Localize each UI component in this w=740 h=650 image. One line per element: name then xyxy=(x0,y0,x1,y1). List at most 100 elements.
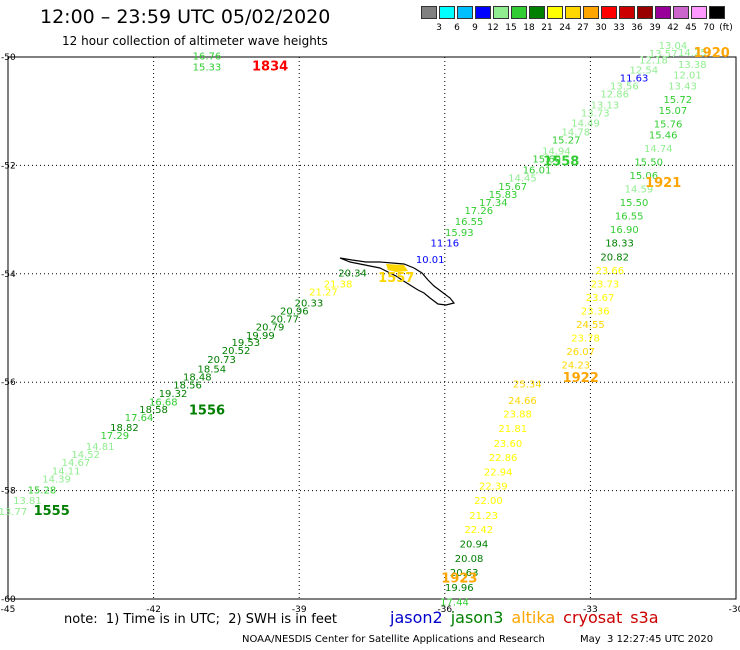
wave-height-label: 16.76 xyxy=(193,52,222,63)
scale-swatch xyxy=(601,6,617,19)
wave-height-label: 13.43 xyxy=(668,82,697,93)
satellite-altika: altika xyxy=(511,608,556,627)
wave-height-label: 22.86 xyxy=(489,453,518,464)
wave-height-label: 14.74 xyxy=(644,144,673,155)
wave-height-label: 22.94 xyxy=(484,467,513,478)
longitude-tick-label: -39 xyxy=(292,605,307,615)
latitude-tick-label: -58 xyxy=(1,487,16,497)
wave-height-label: 14.81 xyxy=(86,442,115,453)
wave-height-label: 16.68 xyxy=(149,398,178,409)
wave-height-label: 16.90 xyxy=(610,225,639,236)
scale-label: 3 xyxy=(436,23,442,33)
wave-height-label: 16.55 xyxy=(455,217,484,228)
latitude-tick-label: -50 xyxy=(1,53,16,63)
wave-height-label: 15.07 xyxy=(659,106,688,117)
wave-height-label: 15.72 xyxy=(663,95,692,106)
wave-height-label: 19.96 xyxy=(445,583,474,594)
wave-height-label: 15.28 xyxy=(28,485,57,496)
wave-height-label: 15.67 xyxy=(498,182,527,193)
wave-height-label: 22.39 xyxy=(479,482,508,493)
wave-height-label: 14.52 xyxy=(71,450,100,461)
wave-height-label: 23.88 xyxy=(503,409,532,420)
wave-height-label: 12.01 xyxy=(673,71,702,82)
footer-note: note: 1) Time is in UTC; 2) SWH is in fe… xyxy=(64,612,337,627)
track-1556: 18.5816.6819.3218.5618.4818.5420.7320.52… xyxy=(139,298,323,418)
scale-swatch xyxy=(709,6,725,19)
wave-height-label: 21.81 xyxy=(498,424,527,435)
scale-swatch xyxy=(691,6,707,19)
track-1921: 15.50 15.06 14.59 15.50 16.55 16.90 18.33 20.82… xyxy=(600,157,681,263)
pass-time-label: 1922 xyxy=(563,371,599,386)
scale-label: 18 xyxy=(523,23,535,33)
wave-height-label: 13.57 xyxy=(649,49,678,60)
wave-height-label: 24.55 xyxy=(576,320,605,331)
wave-height-label: 23.78 xyxy=(571,334,600,345)
scale-swatch xyxy=(619,6,635,19)
scale-swatch xyxy=(565,6,581,19)
wave-height-label: 14.45 xyxy=(508,174,537,185)
scale-label: 27 xyxy=(577,23,589,33)
wave-height-label: 23.36 xyxy=(581,306,610,317)
pass-time-label: 1555 xyxy=(34,504,70,519)
wave-height-label: 10.01 xyxy=(416,255,445,266)
wave-height-label: 19.99 xyxy=(246,331,275,342)
pass-time-label: 1556 xyxy=(189,404,225,419)
scale-label: 33 xyxy=(613,23,625,33)
footer-credit: NOAA/NESDIS Center for Satellite Applica… xyxy=(242,634,545,645)
wave-height-label: 14.78 xyxy=(562,128,591,139)
wave-height-label: 11.63 xyxy=(620,73,649,84)
wave-height-label: 17.34 xyxy=(479,198,508,209)
wave-height-label: 14.25 xyxy=(678,48,707,59)
wave-height-label: 23.73 xyxy=(591,279,620,290)
wave-height-label: 24.23 xyxy=(562,361,591,372)
scale-swatch xyxy=(655,6,671,19)
wave-height-label: 13.56 xyxy=(610,82,639,93)
page-title: 12:00 – 23:59 UTC 05/02/2020 xyxy=(40,6,331,28)
scale-label: 30 xyxy=(595,23,607,33)
scale-swatch xyxy=(457,6,473,19)
wave-height-label: 23.67 xyxy=(586,293,615,304)
wave-height-label: 20.77 xyxy=(270,315,299,326)
pass-time-label: 1921 xyxy=(645,176,681,191)
wave-height-label: 20.94 xyxy=(460,540,489,551)
footer-timestamp: May 3 12:27:45 UTC 2020 xyxy=(580,634,714,645)
scale-label: 45 xyxy=(685,23,697,33)
longitude-tick-label: -45 xyxy=(1,605,16,615)
wave-height-label: 16.01 xyxy=(523,166,552,177)
wave-height-label: 26.07 xyxy=(566,347,595,358)
longitude-tick-label: -36 xyxy=(437,605,452,615)
scale-swatch xyxy=(439,6,455,19)
latitude-tick-label: -54 xyxy=(1,270,16,280)
wave-height-label: 21.23 xyxy=(469,511,498,522)
wave-height-label: 15.50 xyxy=(620,198,649,209)
wave-height-label: 13.38 xyxy=(678,60,707,71)
wave-height-label: 20.82 xyxy=(600,252,629,263)
scale-swatch xyxy=(583,6,599,19)
scale-label: 24 xyxy=(559,23,571,33)
wave-height-label: 24.66 xyxy=(508,396,537,407)
scale-label: 9 xyxy=(472,23,478,33)
scale-unit: (ft) xyxy=(719,23,733,33)
scale-swatch xyxy=(511,6,527,19)
wave-height-label: 14.59 xyxy=(625,185,654,196)
wave-height-label: 21.27 xyxy=(309,287,338,298)
island-fill-yellow xyxy=(386,264,408,272)
satellite-cryosat: cryosat xyxy=(563,608,623,627)
scale-swatch xyxy=(673,6,689,19)
wave-height-label: 20.52 xyxy=(222,346,251,357)
pass-time-label: 1557 xyxy=(378,271,414,286)
scale-label: 36 xyxy=(631,23,643,33)
wave-height-label: 19.32 xyxy=(159,389,188,400)
latitude-tick-label: -52 xyxy=(1,161,16,171)
wave-height-label: 19.53 xyxy=(231,338,260,349)
wave-height-label: 23.66 xyxy=(595,266,624,277)
wave-height-label: 14.39 xyxy=(42,474,71,485)
wave-height-label: 12.86 xyxy=(600,90,629,101)
scale-swatch xyxy=(421,6,437,19)
wave-height-label: 14.11 xyxy=(52,466,81,477)
satellite-s3a: s3a xyxy=(630,608,659,627)
